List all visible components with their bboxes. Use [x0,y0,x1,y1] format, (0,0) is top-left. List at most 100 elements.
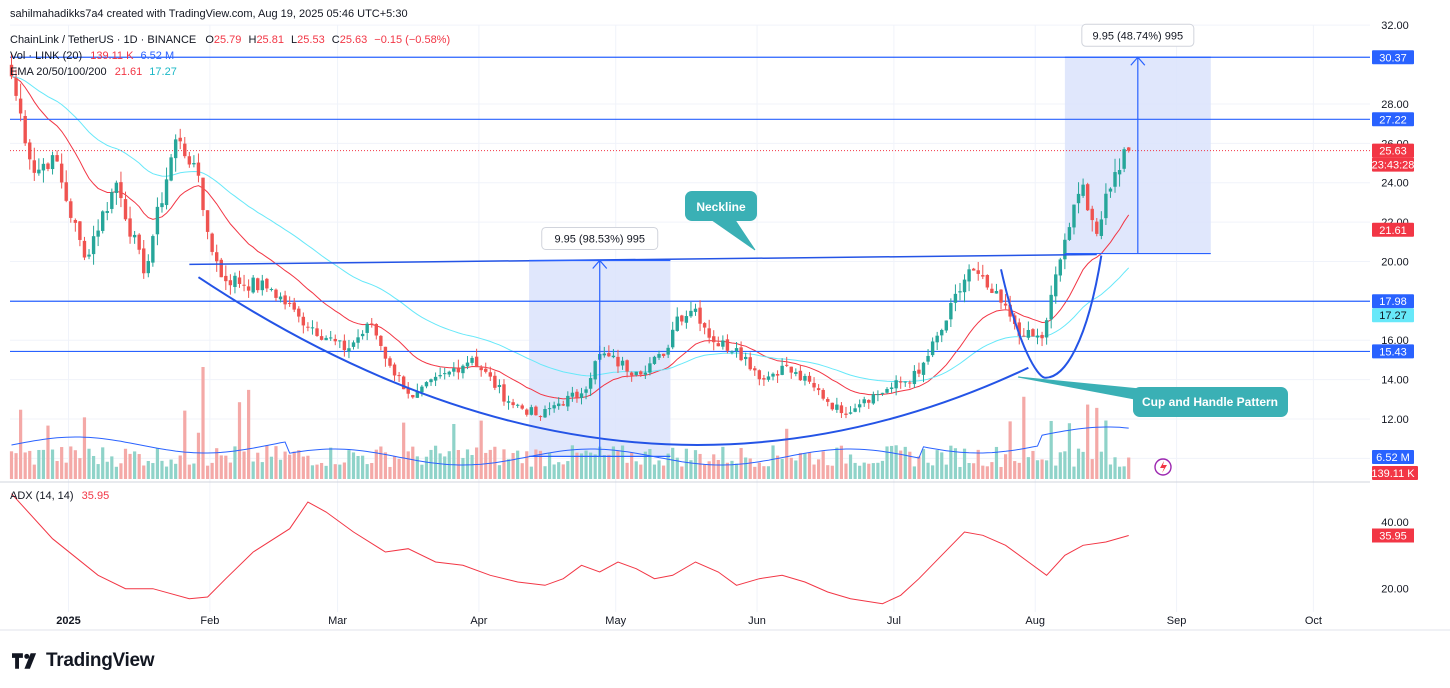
volume-bar [133,451,137,479]
volume-bar [698,453,702,479]
candle-body [82,240,87,258]
candle-body [543,408,547,418]
candle-body [242,284,246,286]
candle-body [101,211,105,231]
volume-bar [256,452,260,479]
cup-curve [197,276,1029,446]
candle-body [579,393,584,398]
volume-bar [807,452,812,479]
legend-ema-row[interactable]: EMA 20/50/100/200 21.61 17.27 [10,66,177,78]
volume-bar [1113,457,1117,479]
candle-body [132,234,137,238]
candle-body [415,390,420,398]
candle-body [1022,335,1026,337]
candle-body [351,342,356,347]
volume-bar [570,445,574,479]
volume-bar [310,465,315,479]
candle-body [1122,149,1126,169]
ema-fast-line [11,75,1130,400]
ohlc-change: −0.15 (−0.58%) [374,34,451,46]
measure-1-label[interactable]: 9.95 (98.53%) 995 [541,226,659,250]
candle-body [342,340,347,351]
measure-2-label-text: 9.95 (48.74%) 995 [1093,30,1184,42]
volume-bar [306,455,310,479]
volume-bar [1104,420,1108,479]
candle-body [734,348,739,352]
candle-body [921,362,926,375]
volume-bar [283,451,287,479]
candle-body [424,382,429,387]
candle-body [666,347,670,355]
volume-bar [123,448,128,479]
volume-bar [625,462,629,479]
candle-body [917,369,921,374]
measure-2-label[interactable]: 9.95 (48.74%) 995 [1081,23,1195,47]
candle-body [1076,193,1081,204]
volume-bar [324,465,328,479]
y-tick-label: 28.00 [1381,99,1409,111]
volume-bar [205,465,210,479]
volume-bar [940,452,944,479]
candle-body [246,286,251,291]
candle-body [452,368,456,372]
volume-bar [420,464,424,479]
candle-body [50,155,55,170]
volume-bar [452,423,456,479]
candle-body [18,98,23,114]
adx-badge [1372,528,1414,543]
pattern-drawings [189,56,1211,457]
candle-body [479,367,483,371]
candle-body [383,346,388,359]
annotation-overlays: 9.95 (98.53%) 995 9.95 (48.74%) 995 Neckli… [541,23,1288,476]
volume-bar [547,452,552,479]
candle-body [1072,204,1076,228]
volume-bar [96,464,100,479]
candle-body [1090,208,1094,221]
candle-body [119,182,123,199]
volume-bar [114,466,118,479]
candle-body [871,394,876,404]
candle-body [443,373,447,375]
volume-bar [812,464,816,479]
volume-bar [693,450,698,479]
volume-bar [826,465,830,479]
legend-volume-row[interactable]: Vol · LINK (20) 139.11 K 6.52 M [10,50,174,62]
cup-handle-callout[interactable]: Cup and Handle Pattern [1017,376,1288,417]
candle-body [538,416,543,418]
price-badge [1372,50,1414,65]
volume-bar [169,459,173,479]
legend-adx-row[interactable]: ADX (14, 14) 35.95 [10,490,109,502]
volume-bar [497,465,502,479]
volume-bar [757,462,761,479]
candle-body [712,336,716,343]
x-tick-label: Mar [328,615,347,627]
candle-body [994,291,999,294]
volume-bar [201,367,205,479]
volume-bar [9,451,14,479]
volume-bar [1031,450,1035,479]
handle-curve [1000,255,1103,379]
volume-bar [37,449,41,479]
volume-bar [1045,460,1049,479]
alert-bolt-icon[interactable] [1154,458,1172,476]
adx-line [11,493,1129,605]
volume-bar [511,452,515,479]
candle-body [497,384,502,388]
volume-bar [233,446,237,479]
tradingview-logo[interactable]: TradingView [12,650,155,672]
candle-body [1044,320,1049,338]
candle-body [237,277,242,284]
y-tick-label: 14.00 [1381,375,1409,387]
candle-body [611,355,616,358]
candlesticks [9,53,1131,421]
candle-body [292,302,296,310]
volume-bar [251,461,255,479]
symbol-name[interactable]: ChainLink / TetherUS · 1D · BINANCE [10,34,197,46]
volume-bar [899,450,903,479]
neckline-callout[interactable]: Neckline [685,191,757,251]
candle-body [766,376,771,380]
volume-bar [215,448,219,479]
candle-body [105,211,109,213]
candle-body [657,354,661,358]
